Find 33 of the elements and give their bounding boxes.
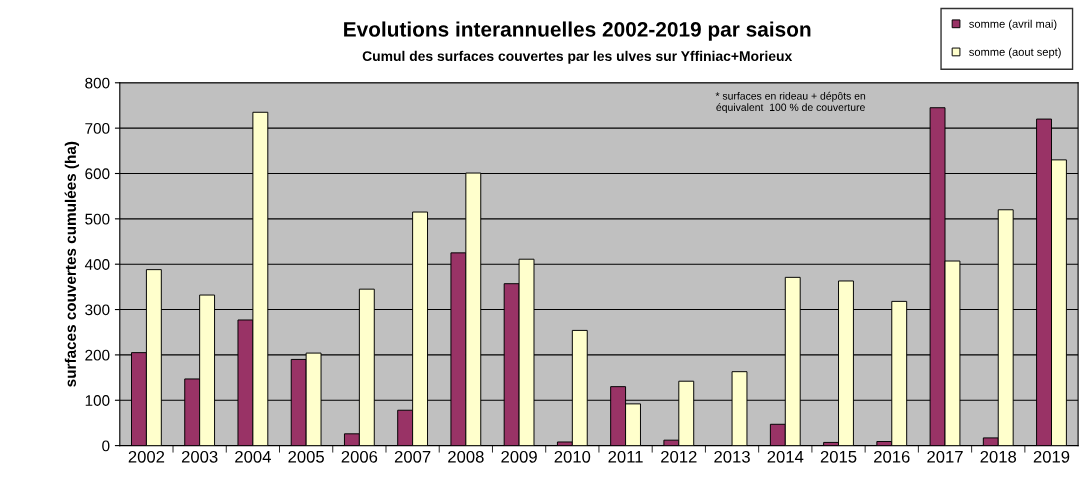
y-tick-label: 0 — [102, 440, 110, 452]
x-tick-label: 2011 — [608, 450, 643, 463]
x-tick-label: 2019 — [1033, 450, 1070, 463]
y-tick-label: 200 — [85, 349, 110, 361]
y-tick-label: 700 — [85, 123, 110, 134]
x-tick-label: 2005 — [288, 450, 324, 463]
chart-title: Evolutions interannuelles 2002-2019 par saison — [344, 21, 811, 41]
x-tick-label: 2018 — [980, 450, 1017, 463]
y-tick-label: 600 — [85, 168, 110, 180]
y-tick-label: 800 — [85, 77, 110, 89]
x-tick-label: 2006 — [341, 450, 378, 463]
legend-label: somme (avril mai) — [969, 19, 1057, 30]
legend-label: somme (aout sept) — [969, 47, 1061, 59]
chart-subtitle: Cumul des surfaces couvertes par les ulves sur Yffiniac+Morieux — [362, 50, 793, 64]
y-tick-label: 400 — [84, 259, 110, 270]
x-tick-label: 2013 — [714, 450, 750, 463]
y-axis-title: surfaces couvertes cumulées (ha) — [64, 141, 80, 387]
x-tick-label: 2015 — [820, 450, 857, 463]
y-tick-label: 300 — [85, 304, 110, 316]
x-tick-label: 2008 — [448, 450, 484, 463]
x-tick-label: 2003 — [181, 450, 218, 463]
x-tick-label: 2012 — [661, 450, 697, 463]
x-tick-label: 2017 — [927, 450, 963, 463]
x-tick-label: 2016 — [874, 450, 910, 463]
annotation: * surfaces en rideau + dépôts en équivalent 100 % de couverture — [715, 91, 866, 114]
x-tick-label: 2014 — [767, 450, 804, 463]
x-tick-label: 2007 — [394, 450, 431, 463]
y-tick-label: 100 — [85, 395, 110, 406]
x-tick-label: 2009 — [501, 450, 537, 463]
x-tick-label: 2004 — [235, 450, 271, 463]
y-tick-label: 500 — [85, 213, 110, 225]
x-tick-label: 2002 — [128, 450, 165, 463]
x-tick-label: 2010 — [554, 450, 591, 463]
